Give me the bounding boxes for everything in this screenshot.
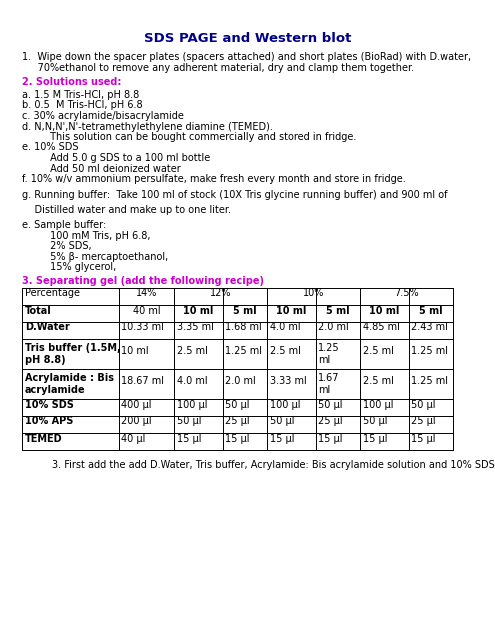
Text: 3. Separating gel (add the following recipe): 3. Separating gel (add the following rec… <box>22 276 264 286</box>
Text: 50 μl: 50 μl <box>177 417 201 426</box>
Text: 12%: 12% <box>210 289 232 298</box>
Text: 4.85 ml: 4.85 ml <box>363 323 399 333</box>
Text: 10 ml: 10 ml <box>183 305 214 316</box>
Text: 3.35 ml: 3.35 ml <box>177 323 213 333</box>
Text: 50 μl: 50 μl <box>270 417 294 426</box>
Text: 5% β- mercaptoethanol,: 5% β- mercaptoethanol, <box>22 252 168 262</box>
Text: g. Running buffer:  Take 100 ml of stock (10X Tris glycine running buffer) and 9: g. Running buffer: Take 100 ml of stock … <box>22 189 448 200</box>
Text: 18.67 ml: 18.67 ml <box>121 376 164 386</box>
Text: This solution can be bought commercially and stored in fridge.: This solution can be bought commercially… <box>22 132 357 142</box>
Text: Tris buffer (1.5M,: Tris buffer (1.5M, <box>25 343 120 353</box>
Text: acrylamide: acrylamide <box>25 385 85 395</box>
Text: e. Sample buffer:: e. Sample buffer: <box>22 221 106 230</box>
Text: 14%: 14% <box>136 289 157 298</box>
Text: 2.5 ml: 2.5 ml <box>363 376 394 386</box>
Text: 4.0 ml: 4.0 ml <box>270 323 300 333</box>
Text: 100 μl: 100 μl <box>363 399 394 410</box>
Text: 10 ml: 10 ml <box>369 305 400 316</box>
Text: 1.68 ml: 1.68 ml <box>225 323 262 333</box>
Text: 2.0 ml: 2.0 ml <box>318 323 349 333</box>
Text: 40 ml: 40 ml <box>133 305 160 316</box>
Text: TEMED: TEMED <box>25 433 62 444</box>
Text: 10% APS: 10% APS <box>25 417 73 426</box>
Text: 3.33 ml: 3.33 ml <box>270 376 306 386</box>
Text: f. 10% w/v ammonium persulfate, make fresh every month and store in fridge.: f. 10% w/v ammonium persulfate, make fre… <box>22 174 406 184</box>
Text: 50 μl: 50 μl <box>318 399 343 410</box>
Text: 15 μl: 15 μl <box>270 433 294 444</box>
Text: Add 5.0 g SDS to a 100 ml bottle: Add 5.0 g SDS to a 100 ml bottle <box>22 153 210 163</box>
Text: 5 ml: 5 ml <box>419 305 443 316</box>
Text: 10 ml: 10 ml <box>121 346 149 356</box>
Text: 200 μl: 200 μl <box>121 417 152 426</box>
Text: 70%ethanol to remove any adherent material, dry and clamp them together.: 70%ethanol to remove any adherent materi… <box>22 63 414 73</box>
Text: 5 ml: 5 ml <box>326 305 350 316</box>
Text: 2. Solutions used:: 2. Solutions used: <box>22 77 122 87</box>
Text: 40 μl: 40 μl <box>121 433 146 444</box>
Text: 15% glycerol,: 15% glycerol, <box>22 262 116 273</box>
Text: 15 μl: 15 μl <box>225 433 249 444</box>
Text: Percentage: Percentage <box>25 289 80 298</box>
Text: Acrylamide : Bis: Acrylamide : Bis <box>25 373 114 383</box>
Text: 10%: 10% <box>303 289 325 298</box>
Text: e. 10% SDS: e. 10% SDS <box>22 143 79 152</box>
Text: 2.43 ml: 2.43 ml <box>411 323 448 333</box>
Text: 2.5 ml: 2.5 ml <box>270 346 300 356</box>
Text: pH 8.8): pH 8.8) <box>25 355 65 365</box>
Text: Distilled water and make up to one liter.: Distilled water and make up to one liter… <box>22 205 231 215</box>
Text: ml: ml <box>318 385 331 395</box>
Text: 7.5%: 7.5% <box>395 289 419 298</box>
Text: 25 μl: 25 μl <box>318 417 343 426</box>
Text: 15 μl: 15 μl <box>177 433 201 444</box>
Text: 100 mM Tris, pH 6.8,: 100 mM Tris, pH 6.8, <box>22 231 151 241</box>
Text: 1.25 ml: 1.25 ml <box>411 376 448 386</box>
Text: 1.  Wipe down the spacer plates (spacers attached) and short plates (BioRad) wit: 1. Wipe down the spacer plates (spacers … <box>22 52 471 62</box>
Text: 2.5 ml: 2.5 ml <box>177 346 207 356</box>
Text: Add 50 ml deionized water: Add 50 ml deionized water <box>22 163 181 173</box>
Text: SDS PAGE and Western blot: SDS PAGE and Western blot <box>144 32 351 45</box>
Text: ml: ml <box>318 355 331 365</box>
Text: D.Water: D.Water <box>25 323 69 333</box>
Text: d. N,N,N',N'-tetramethylethylene diamine (TEMED).: d. N,N,N',N'-tetramethylethylene diamine… <box>22 122 273 131</box>
Text: 4.0 ml: 4.0 ml <box>177 376 207 386</box>
Text: 10 ml: 10 ml <box>276 305 307 316</box>
Text: 100 μl: 100 μl <box>177 399 207 410</box>
Text: 25 μl: 25 μl <box>411 417 436 426</box>
Text: 15 μl: 15 μl <box>411 433 436 444</box>
Text: 5 ml: 5 ml <box>233 305 257 316</box>
Text: 3. First add the add D.Water, Tris buffer, Acrylamide: Bis acrylamide solution a: 3. First add the add D.Water, Tris buffe… <box>52 460 495 470</box>
Text: 2% SDS,: 2% SDS, <box>22 241 92 252</box>
Text: 2.0 ml: 2.0 ml <box>225 376 256 386</box>
Text: 100 μl: 100 μl <box>270 399 300 410</box>
Text: 50 μl: 50 μl <box>363 417 387 426</box>
Text: c. 30% acrylamide/bisacrylamide: c. 30% acrylamide/bisacrylamide <box>22 111 184 121</box>
Text: 10% SDS: 10% SDS <box>25 399 74 410</box>
Text: 1.25 ml: 1.25 ml <box>225 346 262 356</box>
Text: 10.33 ml: 10.33 ml <box>121 323 164 333</box>
Text: 50 μl: 50 μl <box>411 399 436 410</box>
Text: 2.5 ml: 2.5 ml <box>363 346 394 356</box>
Text: 400 μl: 400 μl <box>121 399 152 410</box>
Text: 50 μl: 50 μl <box>225 399 249 410</box>
Text: 1.25 ml: 1.25 ml <box>411 346 448 356</box>
Text: Total: Total <box>25 305 51 316</box>
Text: a. 1.5 M Tris-HCl, pH 8.8: a. 1.5 M Tris-HCl, pH 8.8 <box>22 90 140 100</box>
Text: b. 0.5  M Tris-HCl, pH 6.8: b. 0.5 M Tris-HCl, pH 6.8 <box>22 100 143 111</box>
Text: 15 μl: 15 μl <box>363 433 387 444</box>
Text: 25 μl: 25 μl <box>225 417 250 426</box>
Text: 15 μl: 15 μl <box>318 433 343 444</box>
Text: 1.25: 1.25 <box>318 343 340 353</box>
Text: 1.67: 1.67 <box>318 373 340 383</box>
